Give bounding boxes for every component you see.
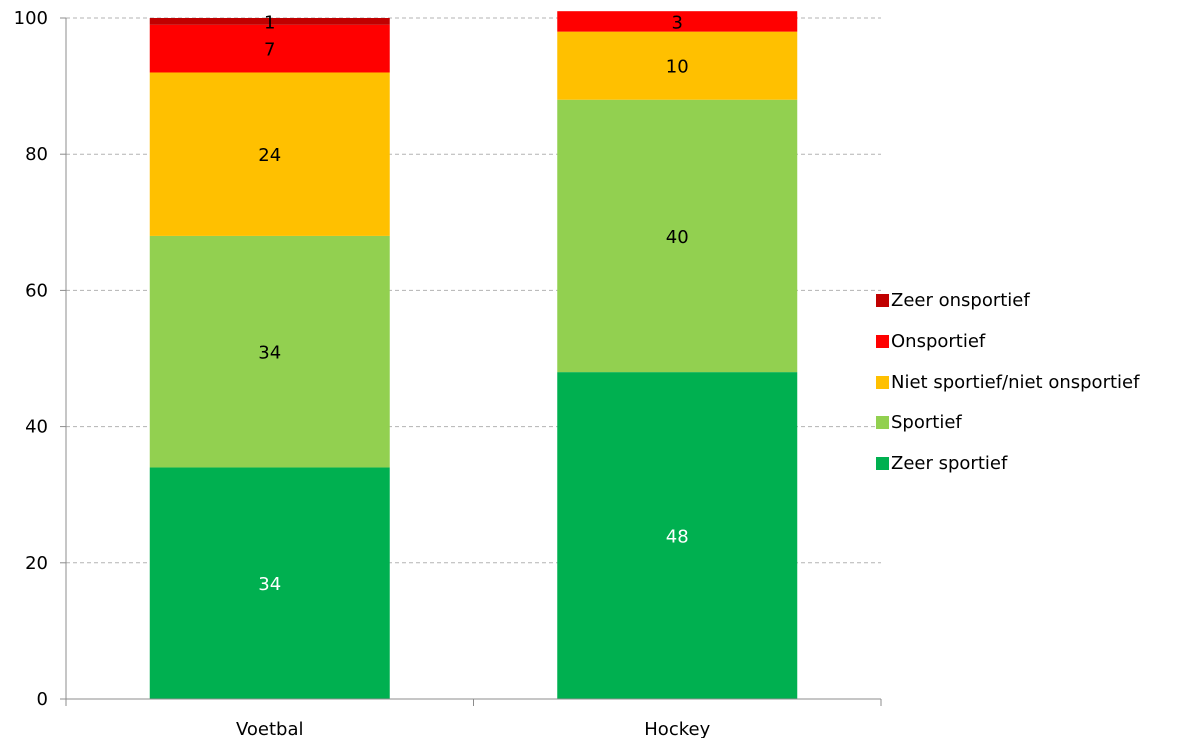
data-label: 24 <box>258 145 281 166</box>
data-label: 34 <box>258 343 281 364</box>
x-tick-label: Hockey <box>644 719 710 738</box>
data-label: 48 <box>666 527 689 548</box>
bar-segment <box>557 372 798 699</box>
legend-swatch <box>876 334 889 348</box>
y-tick-label: 0 <box>37 689 48 710</box>
x-tick-label: Voetbal <box>236 719 304 738</box>
legend-label: Onsportief <box>891 330 986 352</box>
bar-segment <box>557 11 798 32</box>
legend-swatch <box>876 375 889 389</box>
bars <box>149 11 798 699</box>
legend-item: Onsportief <box>876 328 1176 355</box>
bar-segment <box>149 18 390 25</box>
legend-label: Niet sportief/niet onsportief <box>891 371 1140 393</box>
data-label: 10 <box>666 57 689 78</box>
data-labels: 34 34 24 7 1 48 40 10 3 <box>258 12 688 595</box>
data-label: 40 <box>666 227 689 248</box>
bar-segment <box>149 235 390 468</box>
axes: 0 20 40 60 80 100 Voetbal Hockey <box>14 8 882 740</box>
y-tick-label: 80 <box>25 144 48 165</box>
y-tick-label: 100 <box>14 8 48 29</box>
bar-segment <box>557 99 798 373</box>
y-tick-label: 40 <box>25 417 48 438</box>
legend-swatch <box>876 457 889 471</box>
legend-item: Niet sportief/niet onsportief <box>876 369 1176 396</box>
data-label: 34 <box>258 574 281 595</box>
data-label: 7 <box>264 40 275 61</box>
legend-label: Sportief <box>891 412 962 434</box>
bar-segment <box>149 24 390 73</box>
legend-label: Zeer sportief <box>891 453 1008 475</box>
bar-segment <box>149 72 390 236</box>
legend-swatch <box>876 294 889 307</box>
legend-item: Zeer onsportief <box>876 287 1176 314</box>
y-tick-label: 60 <box>25 280 48 301</box>
bar-segment <box>557 31 798 100</box>
y-tick-label: 20 <box>25 553 48 574</box>
legend-swatch <box>876 416 889 430</box>
legend-item: Zeer sportief <box>876 450 1176 477</box>
bar-segment <box>149 467 390 699</box>
data-label: 3 <box>672 12 683 33</box>
legend-item: Sportief <box>876 409 1176 436</box>
legend-label: Zeer onsportief <box>891 290 1030 311</box>
data-label: 1 <box>264 12 275 33</box>
legend: Zeer onsportief Onsportief Niet sportief… <box>876 287 1176 491</box>
